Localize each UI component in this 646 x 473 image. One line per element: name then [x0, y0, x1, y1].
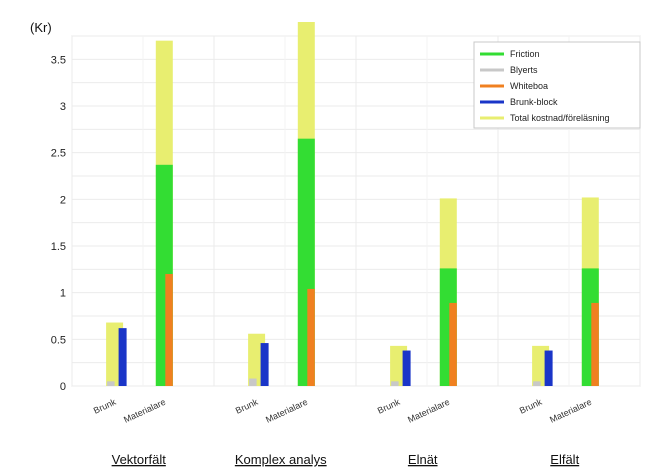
bar-blyerts	[533, 381, 541, 386]
legend: Friction Blyerts Whiteboa Brunk-block Total …	[473, 41, 641, 129]
y-tick-label: 2	[60, 194, 66, 206]
x-subcategory-label: Materialare	[122, 397, 167, 425]
x-subcategory-label: Brunk	[518, 397, 544, 416]
bar-whiteboa	[165, 274, 173, 386]
x-group-label: Elfält	[550, 452, 579, 467]
y-tick-label: 3.5	[51, 54, 66, 66]
bar-blyerts	[107, 381, 115, 386]
bar-brunk-block	[260, 343, 269, 386]
bar-brunk-block	[544, 350, 553, 386]
y-tick-label: 1	[60, 288, 66, 300]
bar-blyerts	[249, 378, 257, 386]
y-axis-label: (Kr)	[30, 20, 52, 35]
x-subcategory-label: Materialare	[406, 397, 451, 425]
bar-whiteboa	[307, 288, 315, 386]
bars	[106, 22, 599, 387]
x-subcategory-label: Materialare	[548, 397, 593, 425]
x-subcategory-label: Brunk	[234, 397, 260, 416]
x-group-label: Vektorfält	[112, 452, 167, 467]
y-tick-label: 0	[60, 381, 66, 393]
x-subcategory-label: Materialare	[264, 397, 309, 425]
legend-label: Total kostnad/föreläsning	[510, 113, 610, 123]
legend-label: Brunk-block	[510, 97, 558, 107]
y-tick-label: 1.5	[51, 241, 66, 253]
y-tick-label: 2.5	[51, 148, 66, 160]
bar-brunk-block	[118, 328, 127, 386]
bar-blyerts	[391, 381, 399, 386]
x-group-label: Elnät	[408, 452, 438, 467]
bar-whiteboa	[449, 302, 457, 386]
legend-label: Whiteboa	[510, 81, 548, 91]
legend-label: Friction	[510, 49, 540, 59]
x-subcategory-label: Brunk	[376, 397, 402, 416]
legend-label: Blyerts	[510, 65, 538, 75]
x-group-label: Komplex analys	[235, 452, 327, 467]
bar-whiteboa	[591, 302, 599, 386]
bar-brunk-block	[402, 350, 411, 386]
y-tick-label: 0.5	[51, 334, 66, 346]
y-tick-label: 3	[60, 101, 66, 113]
x-subcategory-label: Brunk	[92, 397, 118, 416]
